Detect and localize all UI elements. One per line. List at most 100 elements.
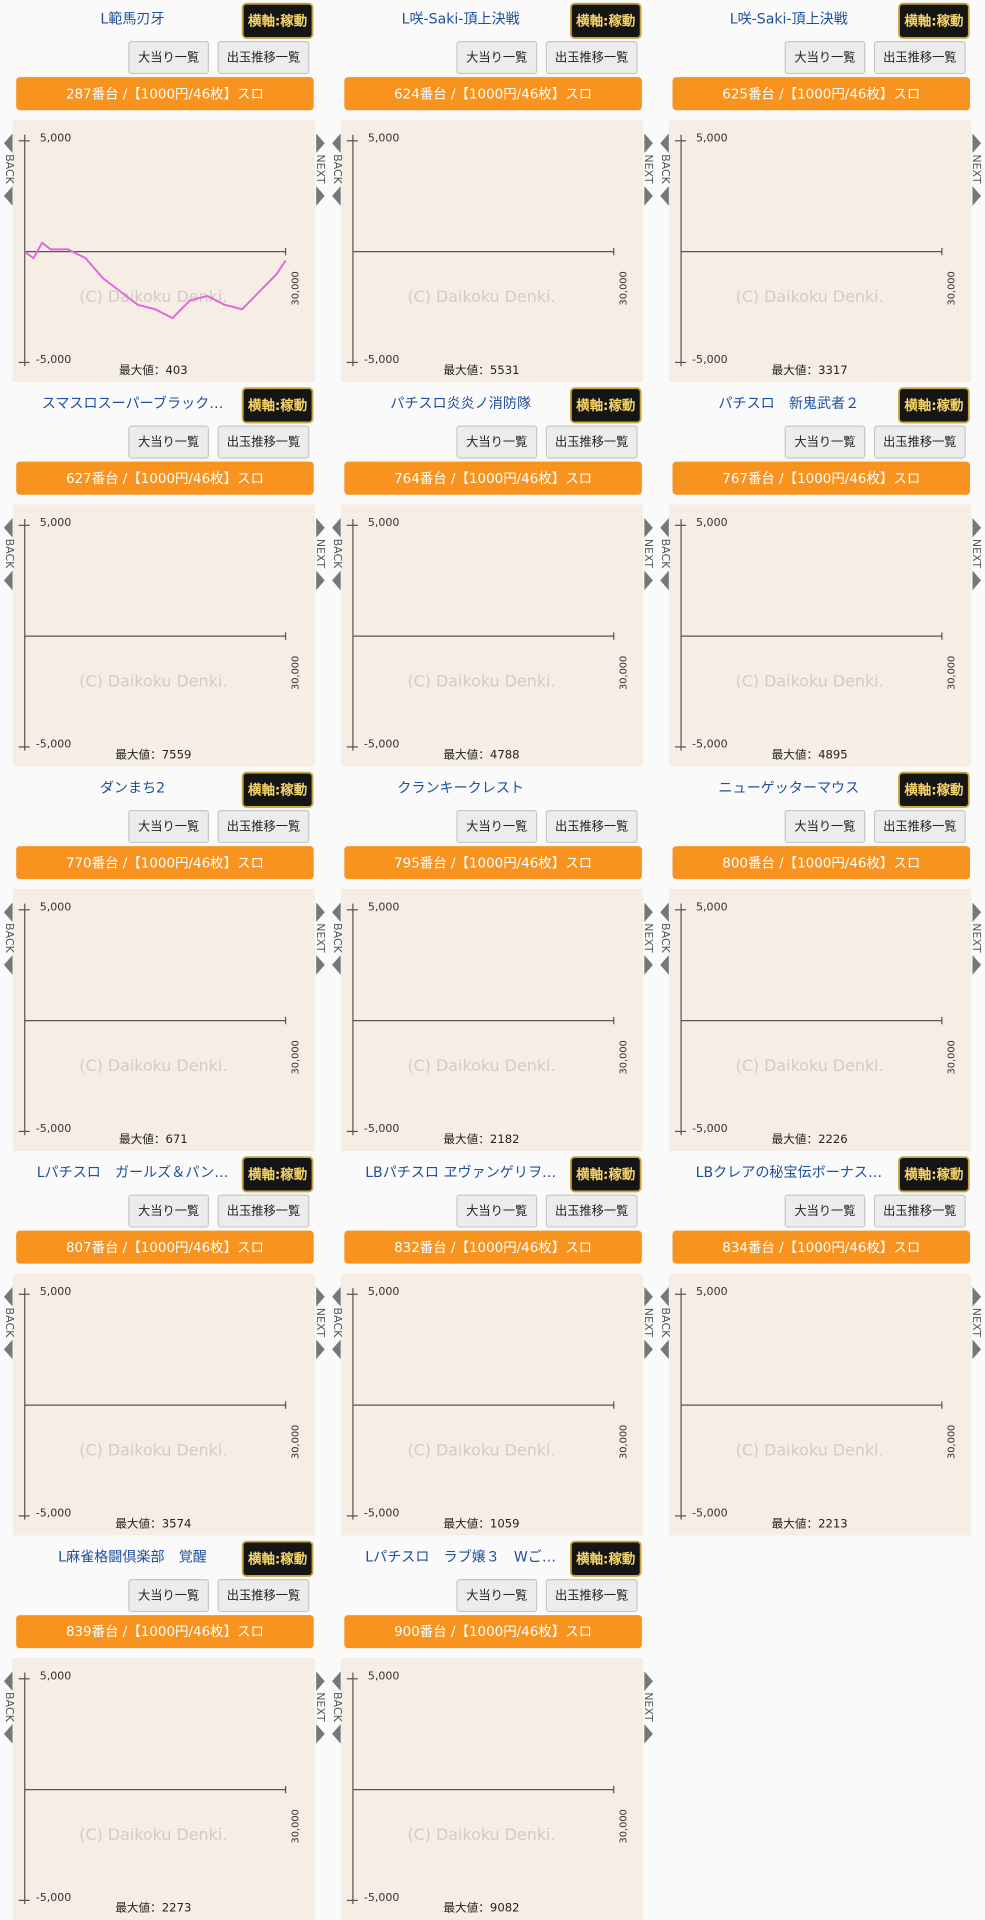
button-label[interactable]: 大当り一覧 bbox=[466, 50, 527, 65]
button-label[interactable]: 大当り一覧 bbox=[466, 1588, 527, 1603]
button[interactable] bbox=[217, 1194, 310, 1228]
badge[interactable]: 横軸:稼動 bbox=[904, 1166, 963, 1183]
badge[interactable]: 横軸:稼動 bbox=[576, 1550, 635, 1567]
back-arrow[interactable] bbox=[3, 1286, 13, 1307]
button-label[interactable]: 出玉推移一覧 bbox=[883, 819, 956, 834]
back-arrow[interactable] bbox=[3, 1339, 13, 1360]
badge-bg[interactable] bbox=[569, 1156, 642, 1193]
button[interactable] bbox=[545, 1194, 638, 1228]
back-arrow[interactable] bbox=[332, 133, 341, 154]
badge-bg[interactable] bbox=[898, 1156, 970, 1193]
button[interactable] bbox=[784, 41, 866, 75]
next-arrow[interactable] bbox=[972, 902, 982, 923]
back-arrow[interactable] bbox=[3, 186, 13, 206]
badge-bg[interactable] bbox=[241, 387, 314, 424]
back-arrow[interactable] bbox=[660, 570, 669, 591]
back-label[interactable]: BACK bbox=[659, 539, 672, 570]
badge[interactable]: 横軸:稼動 bbox=[904, 397, 963, 414]
back-label[interactable]: BACK bbox=[331, 154, 344, 185]
next-arrow[interactable] bbox=[316, 570, 325, 591]
button-label[interactable]: 大当り一覧 bbox=[138, 819, 199, 834]
button[interactable] bbox=[456, 1578, 538, 1613]
button-label[interactable]: 出玉推移一覧 bbox=[227, 819, 300, 834]
next-label[interactable]: NEXT bbox=[970, 154, 983, 184]
back-arrow[interactable] bbox=[3, 1724, 13, 1744]
back-arrow[interactable] bbox=[660, 955, 669, 975]
next-arrow[interactable] bbox=[972, 955, 982, 975]
next-arrow[interactable] bbox=[644, 1339, 653, 1360]
badge[interactable]: 横軸:稼動 bbox=[576, 12, 635, 29]
next-arrow[interactable] bbox=[644, 1671, 653, 1692]
button[interactable] bbox=[456, 1194, 538, 1228]
badge-bg[interactable] bbox=[569, 1540, 642, 1577]
button-label[interactable]: 出玉推移一覧 bbox=[227, 434, 300, 449]
badge-bg[interactable] bbox=[241, 1156, 314, 1193]
button-label[interactable]: 大当り一覧 bbox=[794, 1203, 855, 1218]
button[interactable] bbox=[128, 1578, 210, 1613]
back-label[interactable]: BACK bbox=[3, 1692, 16, 1723]
badge[interactable]: 横軸:稼動 bbox=[248, 397, 307, 414]
button-label[interactable]: 大当り一覧 bbox=[138, 434, 199, 449]
next-arrow[interactable] bbox=[644, 517, 653, 538]
button[interactable] bbox=[784, 1194, 866, 1228]
next-label[interactable]: NEXT bbox=[970, 1308, 983, 1338]
button[interactable] bbox=[784, 425, 866, 459]
back-label[interactable]: BACK bbox=[331, 1692, 344, 1723]
button-label[interactable]: 出玉推移一覧 bbox=[883, 1203, 956, 1218]
back-arrow[interactable] bbox=[660, 1286, 669, 1307]
back-arrow[interactable] bbox=[660, 1339, 669, 1360]
next-arrow[interactable] bbox=[316, 133, 325, 154]
back-arrow[interactable] bbox=[3, 517, 13, 538]
next-arrow[interactable] bbox=[316, 1339, 325, 1360]
button[interactable] bbox=[873, 425, 966, 459]
back-label[interactable]: BACK bbox=[3, 1308, 16, 1339]
next-arrow[interactable] bbox=[972, 186, 982, 206]
badge[interactable]: 横軸:稼動 bbox=[248, 781, 307, 798]
next-arrow[interactable] bbox=[644, 570, 653, 591]
button[interactable] bbox=[873, 810, 966, 844]
button[interactable] bbox=[128, 41, 210, 75]
back-arrow[interactable] bbox=[332, 1724, 341, 1744]
badge-bg[interactable] bbox=[898, 771, 970, 808]
next-arrow[interactable] bbox=[644, 1724, 653, 1744]
next-label[interactable]: NEXT bbox=[314, 1308, 327, 1338]
back-label[interactable]: BACK bbox=[3, 923, 16, 954]
button-label[interactable]: 出玉推移一覧 bbox=[555, 1203, 628, 1218]
next-arrow[interactable] bbox=[644, 955, 653, 975]
next-label[interactable]: NEXT bbox=[970, 539, 983, 569]
button-label[interactable]: 出玉推移一覧 bbox=[227, 1203, 300, 1218]
next-arrow[interactable] bbox=[644, 1286, 653, 1307]
button[interactable] bbox=[217, 41, 310, 75]
button[interactable] bbox=[784, 810, 866, 844]
back-arrow[interactable] bbox=[332, 1286, 341, 1307]
next-label[interactable]: NEXT bbox=[642, 154, 655, 184]
back-arrow[interactable] bbox=[3, 570, 13, 591]
back-arrow[interactable] bbox=[3, 1671, 13, 1692]
next-label[interactable]: NEXT bbox=[642, 1308, 655, 1338]
badge[interactable]: 横軸:稼動 bbox=[904, 781, 963, 798]
back-arrow[interactable] bbox=[332, 902, 341, 923]
next-arrow[interactable] bbox=[972, 517, 982, 538]
back-arrow[interactable] bbox=[3, 133, 13, 154]
next-arrow[interactable] bbox=[316, 902, 325, 923]
next-label[interactable]: NEXT bbox=[642, 923, 655, 953]
next-label[interactable]: NEXT bbox=[314, 1692, 327, 1722]
badge[interactable]: 横軸:稼動 bbox=[248, 12, 307, 29]
badge[interactable]: 横軸:稼動 bbox=[576, 397, 635, 414]
next-arrow[interactable] bbox=[316, 1724, 325, 1744]
back-arrow[interactable] bbox=[332, 517, 341, 538]
badge-bg[interactable] bbox=[898, 2, 970, 39]
back-label[interactable]: BACK bbox=[3, 154, 16, 185]
button-label[interactable]: 出玉推移一覧 bbox=[555, 1588, 628, 1603]
button-label[interactable]: 出玉推移一覧 bbox=[883, 50, 956, 65]
button[interactable] bbox=[128, 1194, 210, 1228]
next-arrow[interactable] bbox=[316, 1671, 325, 1692]
button-label[interactable]: 大当り一覧 bbox=[466, 819, 527, 834]
back-arrow[interactable] bbox=[660, 133, 669, 154]
button[interactable] bbox=[456, 810, 538, 844]
next-label[interactable]: NEXT bbox=[314, 539, 327, 569]
button[interactable] bbox=[545, 41, 638, 75]
next-arrow[interactable] bbox=[316, 517, 325, 538]
button[interactable] bbox=[545, 810, 638, 844]
back-label[interactable]: BACK bbox=[659, 1308, 672, 1339]
